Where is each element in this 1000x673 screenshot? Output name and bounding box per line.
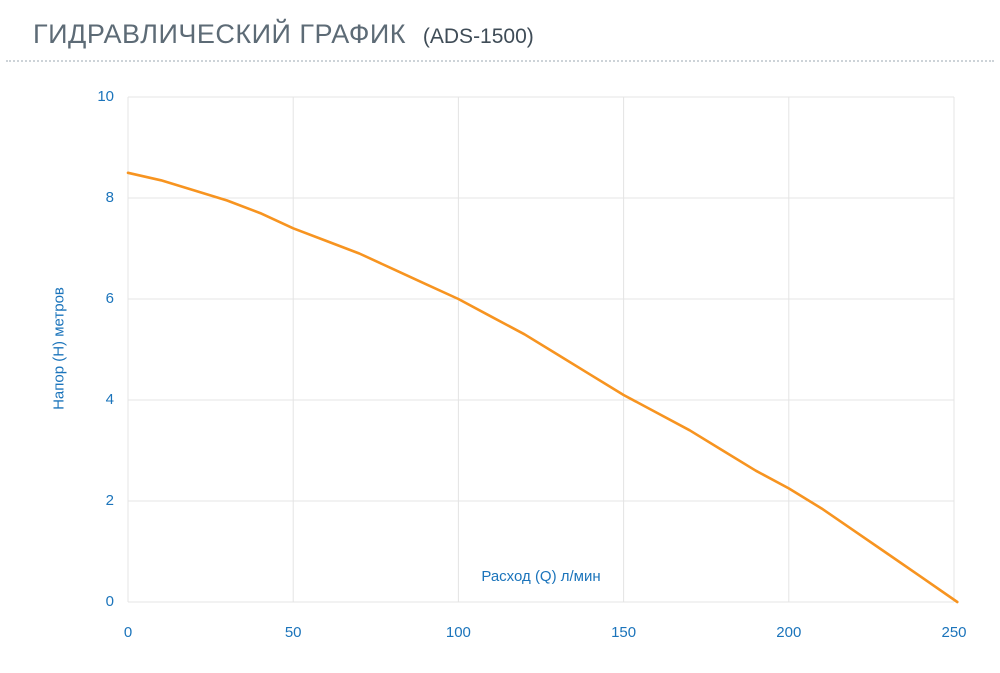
y-tick-label: 4 <box>105 391 114 408</box>
y-tick-label: 10 <box>97 88 114 105</box>
x-tick-label: 250 <box>941 624 967 641</box>
pump-curve <box>126 171 959 604</box>
y-axis-label: Напор (H) метров <box>50 287 68 410</box>
x-tick-label: 50 <box>284 624 302 641</box>
x-tick-label: 100 <box>445 624 471 641</box>
y-tick-label: 6 <box>105 290 114 307</box>
x-tick-label: 150 <box>611 624 637 641</box>
x-axis-label: Расход (Q) л/мин <box>481 568 601 585</box>
y-tick-label: 0 <box>105 593 114 610</box>
page-title-text: ГИДРАВЛИЧЕСКИЙ ГРАФИК <box>33 19 406 49</box>
page-title: ГИДРАВЛИЧЕСКИЙ ГРАФИК (ADS-1500) <box>0 0 1000 51</box>
chart-area: Расход (Q) л/мин Напор (H) метров 0 50 100… <box>0 62 1000 673</box>
y-tick-label: 2 <box>105 492 114 509</box>
title-separator <box>6 60 994 62</box>
x-tick-label: 0 <box>123 624 133 641</box>
page-title-model: (ADS-1500) <box>422 25 534 48</box>
x-tick-label: 200 <box>776 624 802 641</box>
y-tick-label: 8 <box>105 189 114 206</box>
